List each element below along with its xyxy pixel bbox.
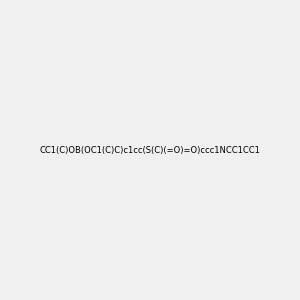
Text: CC1(C)OB(OC1(C)C)c1cc(S(C)(=O)=O)ccc1NCC1CC1: CC1(C)OB(OC1(C)C)c1cc(S(C)(=O)=O)ccc1NCC… [40, 146, 260, 154]
